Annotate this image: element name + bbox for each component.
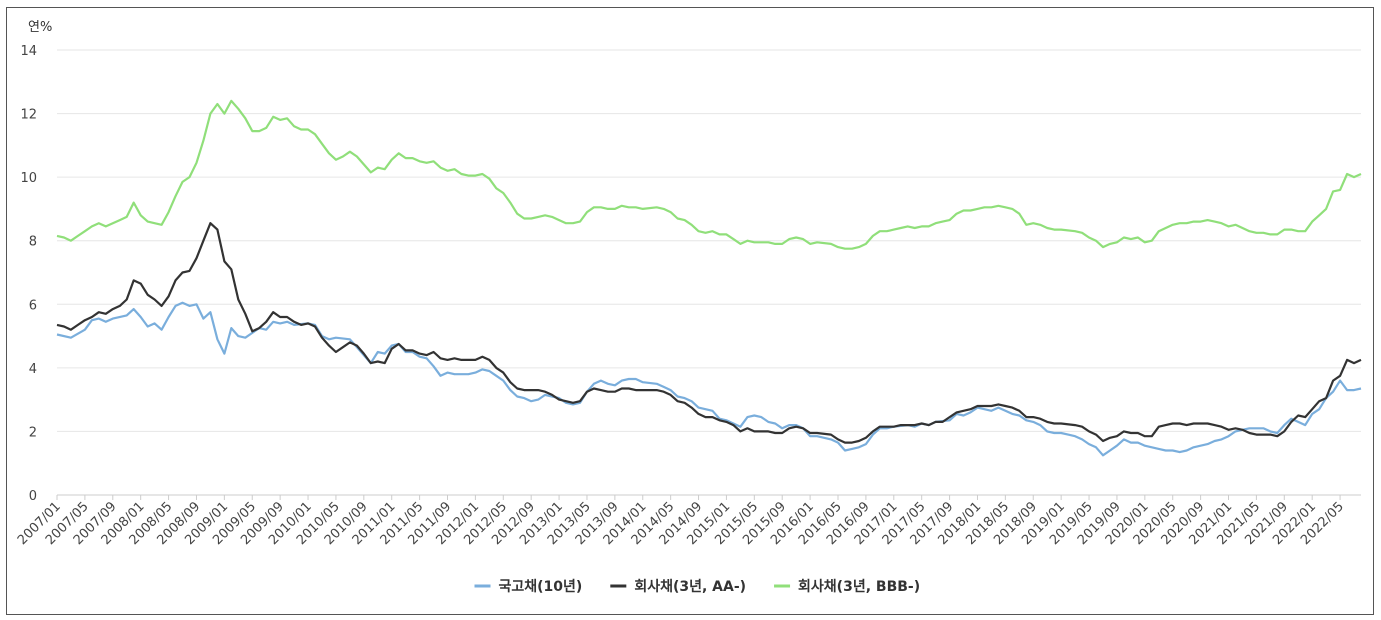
- line-chart: 0 2 4 6 8 10 12 14 2007/012007/052007/092008/01…: [15, 20, 1362, 595]
- series-line-1: [56, 301, 1362, 457]
- y-tick-label: 8: [29, 235, 37, 250]
- y-tick-label: 14: [20, 44, 37, 59]
- legend: 국고채(10년) 회사채(3년, AA-) 회사채(3년, BBB-): [474, 579, 920, 595]
- y-tick-label: 2: [29, 425, 37, 440]
- series-line-2: [56, 222, 1362, 444]
- y-axis: 0 2 4 6 8 10 12 14: [20, 44, 37, 504]
- x-axis: 2007/012007/052007/092008/012008/052008/…: [15, 495, 1347, 548]
- legend-item-2[interactable]: 회사채(3년, AA-): [610, 579, 746, 595]
- series-lines: [56, 99, 1362, 457]
- y-tick-label: 6: [29, 298, 37, 313]
- legend-label: 국고채(10년): [499, 579, 583, 595]
- y-tick-label: 0: [29, 489, 37, 504]
- y-tick-label: 12: [20, 108, 37, 123]
- grid-lines: [57, 49, 1361, 496]
- chart-frame: 0 2 4 6 8 10 12 14 2007/01 2007/05 2007/09 2008/01…: [6, 7, 1374, 615]
- legend-item-1[interactable]: 국고채(10년): [474, 579, 583, 595]
- y-axis-unit-label: 연%: [28, 20, 52, 35]
- legend-label: 회사채(3년, BBB-): [798, 579, 920, 595]
- y-tick-label: 10: [20, 171, 37, 186]
- y-tick-label: 4: [29, 362, 37, 377]
- series-line-3: [56, 99, 1362, 250]
- legend-item-3[interactable]: 회사채(3년, BBB-): [774, 579, 920, 595]
- legend-label: 회사채(3년, AA-): [634, 579, 746, 595]
